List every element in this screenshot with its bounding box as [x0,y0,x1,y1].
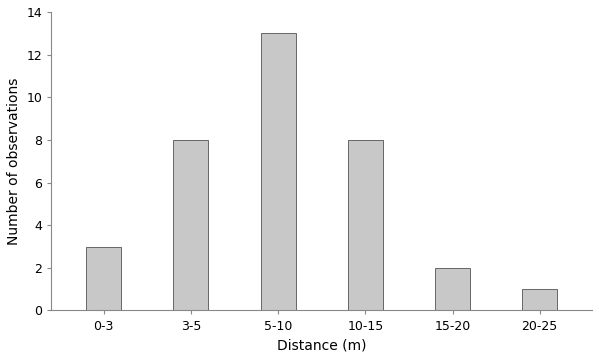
Y-axis label: Number of observations: Number of observations [7,78,21,245]
Bar [522,289,557,311]
Bar [174,140,208,311]
Bar [261,33,295,311]
X-axis label: Distance (m): Distance (m) [277,338,367,352]
Bar [348,140,383,311]
Bar [435,268,470,311]
Bar [86,247,121,311]
